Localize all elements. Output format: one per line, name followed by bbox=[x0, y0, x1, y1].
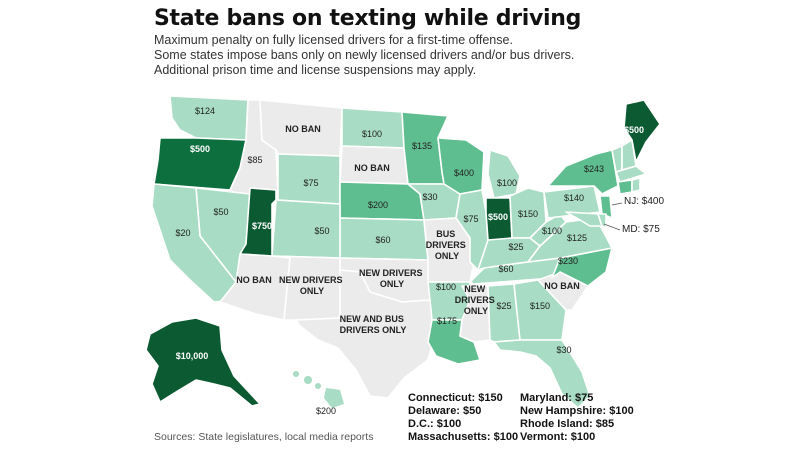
label-sc: NO BAN bbox=[544, 281, 580, 291]
label-id: $85 bbox=[247, 155, 262, 165]
label-ak: $10,000 bbox=[176, 351, 209, 361]
label-ne: $200 bbox=[368, 200, 388, 210]
footnote-nh: New Hampshire: $100 bbox=[520, 405, 634, 417]
label-nm-line1: NEW DRIVERS bbox=[279, 275, 343, 285]
footnote-ma: Massachusetts: $100 bbox=[408, 431, 519, 443]
state-me bbox=[623, 99, 661, 163]
label-tn: $60 bbox=[498, 264, 513, 274]
label-tx: NEW AND BUS DRIVERS ONLY bbox=[340, 314, 407, 335]
state-co bbox=[271, 199, 341, 259]
label-nd: $100 bbox=[362, 129, 382, 139]
label-hi: $200 bbox=[316, 406, 336, 416]
label-nv: $50 bbox=[213, 207, 228, 217]
footnotes-left: Connecticut: $150 Delaware: $50 D.C.: $1… bbox=[408, 392, 518, 444]
label-pa: $140 bbox=[564, 193, 584, 203]
footnote-vt: Vermont: $100 bbox=[520, 431, 596, 443]
state-ut bbox=[239, 187, 277, 257]
footnote-ri: Rhode Island: $85 bbox=[520, 418, 615, 430]
state-tx bbox=[295, 269, 437, 399]
label-nm-line2: ONLY bbox=[300, 286, 324, 296]
label-me: $500 bbox=[624, 125, 644, 135]
label-tx-line1: NEW AND BUS bbox=[340, 314, 404, 324]
label-mo-line3: ONLY bbox=[435, 251, 459, 261]
callout-md: MD: $75 bbox=[622, 224, 660, 235]
label-ar: $100 bbox=[436, 282, 456, 292]
map-title: State bans on texting while driving bbox=[154, 6, 582, 31]
state-nj bbox=[599, 195, 613, 219]
subtitle-line-3: Additional prison time and license suspe… bbox=[154, 63, 477, 77]
label-oh: $150 bbox=[518, 209, 538, 219]
label-ok-line2: ONLY bbox=[380, 279, 404, 289]
label-ut: $750 bbox=[252, 221, 272, 231]
state-fl bbox=[493, 339, 591, 409]
label-mt: NO BAN bbox=[285, 124, 321, 134]
label-mo-line1: BUS bbox=[436, 229, 455, 239]
footnote-md: Maryland: $75 bbox=[520, 392, 594, 404]
label-la: $175 bbox=[437, 316, 457, 326]
source-note: Sources: State legislatures, local media… bbox=[154, 431, 374, 443]
label-nm: NEW DRIVERS ONLY bbox=[279, 275, 345, 296]
state-md bbox=[565, 211, 603, 227]
state-ma bbox=[615, 165, 647, 183]
state-wa bbox=[169, 95, 249, 141]
state-mi bbox=[487, 149, 521, 199]
label-ms-line3: ONLY bbox=[464, 306, 488, 316]
label-ga: $150 bbox=[530, 301, 550, 311]
label-wy: $75 bbox=[303, 178, 318, 188]
label-wi: $400 bbox=[454, 168, 474, 178]
state-wv bbox=[529, 213, 567, 247]
label-ky: $25 bbox=[508, 242, 523, 252]
label-sd: NO BAN bbox=[354, 163, 390, 173]
state-ct bbox=[617, 179, 633, 195]
state-ak bbox=[145, 317, 261, 407]
state-hi bbox=[293, 371, 344, 408]
label-in: $500 bbox=[488, 212, 508, 222]
state-ca bbox=[151, 183, 237, 303]
label-mo: BUS DRIVERS ONLY bbox=[426, 229, 469, 261]
label-mi: $100 bbox=[497, 178, 517, 188]
label-ca: $20 bbox=[175, 228, 190, 238]
label-ny: $243 bbox=[584, 164, 604, 174]
label-ok: NEW DRIVERS ONLY bbox=[359, 268, 425, 289]
leader-md bbox=[603, 223, 621, 231]
footnotes-right: Maryland: $75 New Hampshire: $100 Rhode … bbox=[520, 392, 634, 444]
state-nd bbox=[341, 107, 405, 149]
leader-nj bbox=[611, 202, 623, 206]
label-ia: $30 bbox=[422, 192, 437, 202]
subtitle-line-1: Maximum penalty on fully licensed driver… bbox=[154, 33, 513, 47]
label-az: NO BAN bbox=[236, 275, 272, 285]
subtitle-line-2: Some states impose bans only on newly li… bbox=[154, 48, 575, 62]
label-ks: $60 bbox=[375, 235, 390, 245]
label-fl: $30 bbox=[556, 345, 571, 355]
state-ri bbox=[631, 177, 641, 193]
label-ms-line2: DRIVERS bbox=[455, 295, 495, 305]
label-mn: $135 bbox=[412, 141, 432, 151]
label-nc: $230 bbox=[558, 256, 578, 266]
label-ms-line1: NEW bbox=[464, 284, 486, 294]
label-al: $25 bbox=[496, 301, 511, 311]
footnote-de: Delaware: $50 bbox=[408, 405, 482, 417]
callout-nj: NJ: $400 bbox=[624, 196, 665, 207]
label-or: $500 bbox=[190, 144, 210, 154]
label-wa: $124 bbox=[195, 106, 215, 116]
state-ga bbox=[513, 279, 567, 341]
label-tx-line2: DRIVERS ONLY bbox=[340, 325, 407, 335]
label-va: $125 bbox=[567, 233, 587, 243]
label-ms: NEW DRIVERS ONLY bbox=[455, 284, 498, 316]
state-pa bbox=[543, 185, 601, 219]
label-wv: $100 bbox=[542, 226, 562, 236]
label-mo-line2: DRIVERS bbox=[426, 240, 466, 250]
label-il: $75 bbox=[463, 214, 478, 224]
label-co: $50 bbox=[314, 226, 329, 236]
footnote-dc: D.C.: $100 bbox=[408, 418, 462, 430]
label-ok-line1: NEW DRIVERS bbox=[359, 268, 423, 278]
state-de bbox=[597, 213, 607, 229]
footnote-ct: Connecticut: $150 bbox=[408, 392, 503, 404]
